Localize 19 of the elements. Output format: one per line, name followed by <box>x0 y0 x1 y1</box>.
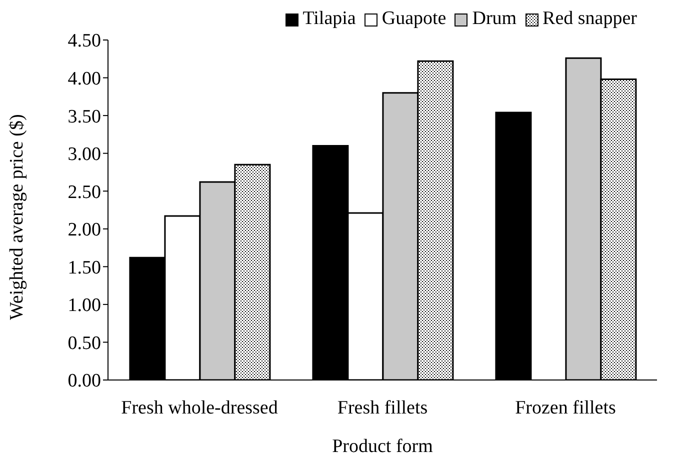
y-tick-label: 3.50 <box>68 106 101 128</box>
x-axis-title: Product form <box>332 436 434 457</box>
y-tick-label: 1.00 <box>68 295 101 316</box>
legend-label: Tilapia <box>302 8 356 29</box>
x-tick-label: Fresh whole-dressed <box>121 397 278 418</box>
legend-label: Drum <box>472 8 517 29</box>
y-tick-label: 0.50 <box>68 332 101 354</box>
y-tick-label: 2.50 <box>68 182 101 203</box>
y-tick-label: 1.50 <box>68 257 101 278</box>
y-tick-label: 4.50 <box>68 30 101 52</box>
x-tick-label: Fresh fillets <box>337 397 428 418</box>
y-axis-title: Weighted average price ($) <box>6 114 28 320</box>
y-tick-label: 0.00 <box>68 370 101 392</box>
legend-label: Red snapper <box>542 8 637 29</box>
x-tick-label: Frozen fillets <box>515 397 616 418</box>
y-tick-label: 4.00 <box>68 68 101 90</box>
legend-label: Guapote <box>382 8 446 29</box>
y-tick-label: 2.00 <box>68 220 101 241</box>
y-tick-label: 3.00 <box>68 144 101 166</box>
